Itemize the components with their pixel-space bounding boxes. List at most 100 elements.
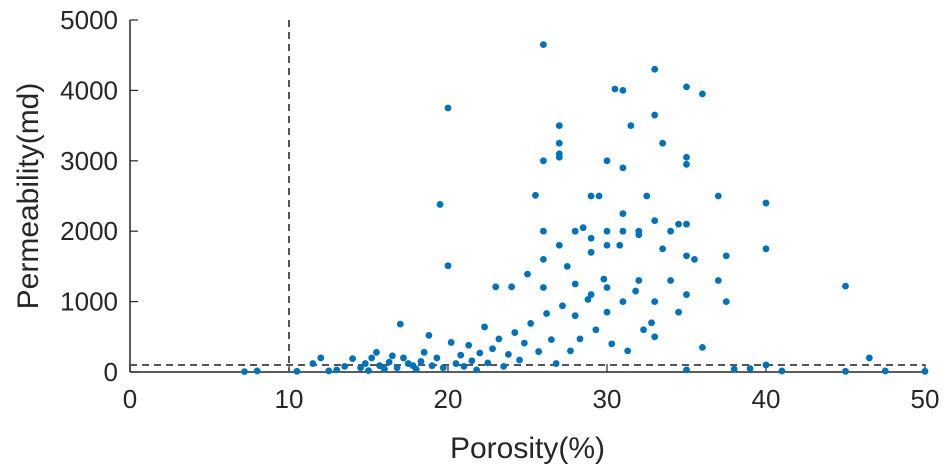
data-point xyxy=(253,367,261,375)
data-point xyxy=(714,277,722,284)
data-point xyxy=(508,283,515,291)
data-point xyxy=(540,284,547,291)
data-point xyxy=(365,367,372,374)
data-point xyxy=(595,192,603,200)
x-tick-label: 30 xyxy=(593,384,622,414)
data-point xyxy=(587,248,595,256)
data-point xyxy=(699,343,706,351)
data-point xyxy=(368,354,376,362)
data-point xyxy=(651,333,659,341)
data-point xyxy=(481,323,488,331)
data-point xyxy=(619,298,627,305)
data-point xyxy=(452,360,460,367)
data-point xyxy=(433,354,441,362)
data-point xyxy=(675,220,682,228)
data-point xyxy=(341,362,349,370)
data-point xyxy=(447,339,455,346)
data-point xyxy=(555,153,563,161)
data-point xyxy=(309,360,317,367)
data-point xyxy=(722,252,730,260)
data-point xyxy=(376,362,384,370)
data-point xyxy=(540,227,547,235)
data-point xyxy=(865,354,873,362)
data-point xyxy=(385,358,393,366)
data-point xyxy=(420,348,428,356)
data-point xyxy=(624,347,632,355)
data-point xyxy=(619,227,627,235)
data-point xyxy=(587,192,595,200)
tick-labels: 0 10 20 30 40 50 0 1000 2000 3000 4000 5000 xyxy=(60,5,939,414)
data-point xyxy=(547,336,555,344)
data-point xyxy=(699,90,706,98)
data-point xyxy=(540,41,547,49)
data-point xyxy=(396,320,404,328)
data-point xyxy=(881,367,889,375)
y-axis-label: Permeability(md) xyxy=(12,83,45,310)
axes xyxy=(129,19,926,373)
data-point xyxy=(635,277,643,284)
data-point xyxy=(600,275,608,283)
data-point xyxy=(611,85,619,93)
data-point xyxy=(524,270,531,278)
data-point xyxy=(532,191,539,199)
data-point xyxy=(555,122,563,129)
data-point xyxy=(659,139,667,147)
data-point xyxy=(571,227,579,235)
data-point xyxy=(619,164,627,172)
data-point xyxy=(683,160,690,168)
data-point xyxy=(400,354,407,362)
x-tick-label: 40 xyxy=(752,384,781,414)
y-tick-label: 5000 xyxy=(60,5,118,35)
y-tick-label: 3000 xyxy=(60,146,118,176)
data-point xyxy=(444,104,452,112)
data-point xyxy=(619,210,627,218)
data-point xyxy=(444,262,452,270)
data-point xyxy=(457,351,465,359)
data-point xyxy=(921,367,929,375)
data-point xyxy=(476,349,484,357)
data-point xyxy=(627,122,635,129)
data-point xyxy=(473,366,481,374)
data-point xyxy=(683,252,690,260)
data-point xyxy=(667,227,674,235)
data-point xyxy=(516,356,523,364)
data-point xyxy=(683,220,690,228)
data-point xyxy=(603,284,611,291)
data-point xyxy=(293,367,301,375)
data-point xyxy=(616,241,624,249)
data-point xyxy=(648,319,655,327)
data-point xyxy=(571,280,579,288)
data-point xyxy=(746,365,754,372)
data-point xyxy=(555,139,563,147)
data-point xyxy=(640,326,647,334)
data-point xyxy=(317,354,325,362)
data-point xyxy=(543,310,550,317)
data-point xyxy=(651,298,659,305)
data-point xyxy=(842,367,849,375)
x-axis-label: Porosity(%) xyxy=(450,432,605,465)
data-point xyxy=(714,192,722,200)
data-point xyxy=(659,245,667,253)
data-point xyxy=(579,224,587,232)
data-point xyxy=(540,157,547,165)
data-point xyxy=(778,367,786,375)
data-points xyxy=(241,41,929,376)
data-point xyxy=(540,255,547,263)
data-point xyxy=(603,308,611,316)
data-point xyxy=(651,65,659,73)
data-point xyxy=(722,298,730,305)
data-point xyxy=(619,87,627,94)
data-point xyxy=(762,245,770,253)
data-point xyxy=(683,153,690,161)
x-tick-label: 10 xyxy=(275,384,304,414)
data-point xyxy=(667,277,674,284)
data-point xyxy=(559,302,566,310)
data-point xyxy=(552,360,560,367)
data-point xyxy=(651,217,659,225)
y-tick-label: 4000 xyxy=(60,75,118,105)
data-point xyxy=(241,368,248,376)
data-point xyxy=(489,345,496,353)
cutoff-lines xyxy=(130,20,925,372)
data-point xyxy=(592,326,600,334)
